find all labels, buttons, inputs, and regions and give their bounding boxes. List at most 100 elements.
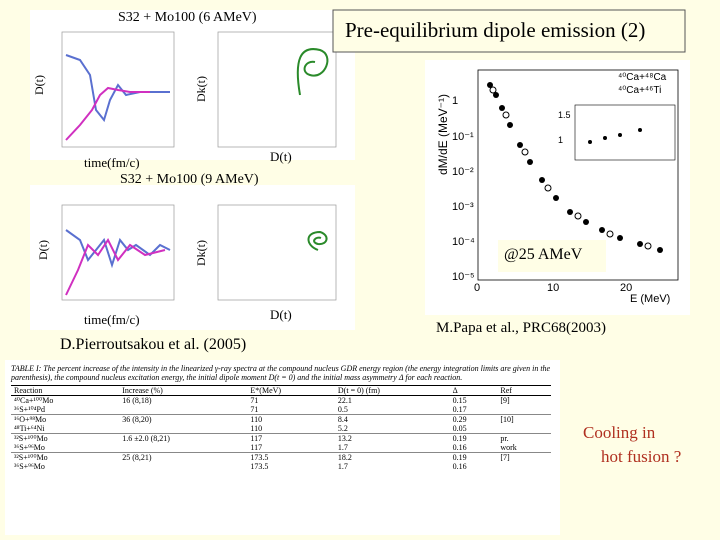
table-cell: 0.05 [452, 424, 467, 433]
table-cell: 1.7 [337, 443, 348, 452]
table-cell: ⁴⁰Ca+¹⁰⁰Mo [11, 395, 120, 405]
panel-title: S32 + Mo100 (9 AMeV) [120, 172, 259, 187]
y-label: D(t) [36, 240, 50, 260]
y-tick-label: 10⁻⁵ [452, 271, 475, 283]
y-tick-label: 10⁻¹ [452, 131, 474, 143]
table-cell: ³²S+¹⁰⁰Mo [11, 433, 120, 443]
column-header: Ref [497, 385, 551, 396]
table-cell: 0.15 [449, 395, 498, 405]
table-cell [497, 405, 551, 415]
inset-tick-label: 1.5 [558, 110, 571, 120]
title-box [332, 9, 686, 53]
table-cell: 71 [247, 395, 335, 405]
table-cell: 0.17 [452, 405, 467, 414]
x-label: time(fm/c) [84, 312, 140, 328]
curve [307, 230, 328, 251]
table-cell: 117 [247, 433, 335, 443]
inset-tick-label: 1 [558, 135, 564, 145]
table-cell: 5.2 [337, 424, 348, 433]
table-caption: TABLE I: The percent increase of the int… [11, 364, 551, 382]
table-row: ⁴⁸Ti+⁶⁴Ni 110 5.2 0.05 [11, 424, 551, 434]
column-header: E*(MeV) [247, 385, 335, 396]
x-tick-label: 10 [547, 282, 560, 294]
table-cell: work [500, 443, 517, 452]
annotation: @25 AMeV [504, 246, 583, 263]
table-cell [119, 462, 247, 471]
table-cell [119, 443, 247, 453]
table-row: ¹⁶O+⁹⁸Mo 36 (8,20) 110 8.4 0.29 [10] [11, 414, 551, 424]
table-cell: ³⁶S+¹⁰⁴Pd [14, 405, 45, 414]
legend-entry: ⁴⁰Ca+⁴⁶Ti [618, 85, 662, 96]
legend-entry: ⁴⁰Ca+⁴⁸Ca [618, 72, 667, 83]
table-cell [119, 405, 247, 415]
y-tick-label: 10⁻⁴ [452, 236, 475, 248]
plot-image [30, 10, 355, 160]
table-cell: 0.19 [449, 433, 498, 443]
table-cell [497, 462, 551, 471]
y-tick-label: 10⁻³ [452, 201, 474, 213]
table-cell: 1.6 ±2.0 (8,21) [119, 433, 248, 443]
curve [296, 48, 329, 96]
y-label: Dk(t) [194, 76, 208, 102]
table-cell: 25 (8,21) [119, 452, 248, 462]
table-cell [497, 424, 551, 434]
column-header: Reaction [11, 385, 120, 396]
table-cell: ⁴⁸Ti+⁶⁴Ni [14, 424, 45, 433]
y-label: D(t) [32, 75, 46, 95]
table-cell: 16 (8,18) [119, 395, 248, 405]
y-label: Dk(t) [194, 240, 208, 266]
plot-frame [477, 69, 679, 281]
table-cell: ³²S+¹⁰⁰Mo [11, 452, 120, 462]
table-row: ³²S+¹⁰⁰Mo 1.6 ±2.0 (8,21) 117 13.2 0.19 pr. [11, 433, 551, 443]
table-cell: 0.16 [452, 462, 467, 471]
table-cell: [9] [497, 395, 551, 405]
table-cell: 173.5 [247, 452, 335, 462]
y-label: dM/dE (MeV⁻¹) [436, 93, 450, 175]
column-header: Δ [449, 385, 498, 396]
table-cell: 13.2 [334, 433, 450, 443]
table-cell: 0.16 [452, 443, 467, 452]
table-row: ³⁶S+⁹⁶Mo 173.5 1.7 0.16 [11, 462, 551, 471]
curve [65, 54, 170, 123]
curve [65, 86, 150, 141]
panel-title: S32 + Mo100 (6 AMeV) [118, 10, 257, 26]
y-tick-label: 10⁻² [452, 166, 474, 178]
inset-frame [574, 104, 676, 161]
table-row: ³²S+¹⁰⁰Mo 25 (8,21) 173.5 18.2 0.19 [7] [11, 452, 551, 462]
table-cell: pr. [497, 433, 551, 443]
table-row: ³⁶S+¹⁰⁴Pd 71 0.5 0.17 [11, 405, 551, 415]
table-cell: 71 [250, 405, 259, 414]
slide-title: Pre-equilibrium dipole emission (2) [345, 18, 646, 42]
table-cell: 18.2 [334, 452, 450, 462]
column-header: D(t = 0) (fm) [334, 385, 450, 396]
table-cell: 0.29 [449, 414, 498, 424]
table-cell: ¹⁶O+⁹⁸Mo [11, 414, 120, 424]
credit: M.Papa et al., PRC68(2003) [436, 320, 606, 336]
credit: D.Pierroutsakou et al. (2005) [60, 336, 247, 353]
table-cell: 0.19 [449, 452, 498, 462]
x-label: time(fm/c) [84, 155, 140, 170]
curve [65, 238, 166, 296]
table-cell: 117 [250, 443, 263, 452]
x-label: E (MeV) [630, 293, 671, 305]
note: hot fusion ? [601, 447, 682, 466]
table: Reaction Increase (%) E*(MeV) D(t = 0) (fm)… [11, 385, 551, 471]
note: Cooling in [583, 423, 656, 442]
plot-image [425, 60, 690, 315]
table-cell: 1.7 [337, 462, 348, 471]
table-cell: 110 [250, 424, 263, 433]
x-label: D(t) [270, 149, 292, 164]
table-cell: [10] [497, 414, 551, 424]
plot-image [30, 185, 355, 330]
x-label: D(t) [270, 307, 292, 322]
table-image: TABLE I: The percent increase of the int… [5, 360, 560, 535]
x-tick-label: 20 [620, 282, 633, 294]
table-cell: 173.5 [250, 462, 269, 471]
column-header: Increase (%) [119, 385, 248, 396]
x-tick-label: 0 [474, 282, 481, 294]
table-cell: 8.4 [334, 414, 450, 424]
table-cell: 36 (8,20) [119, 414, 248, 424]
table-cell [119, 424, 247, 434]
